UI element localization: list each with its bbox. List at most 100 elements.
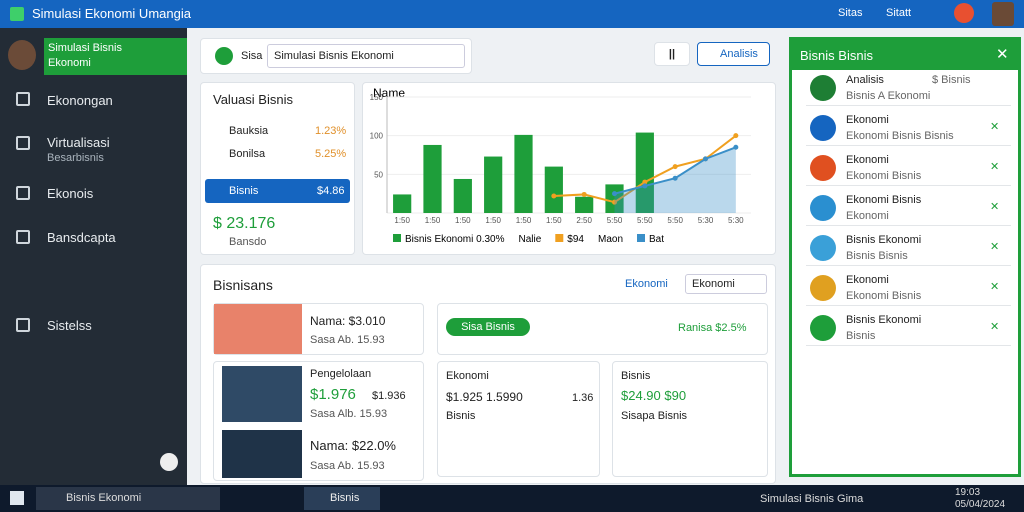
- bar: [514, 134, 533, 213]
- legend-label: Nalie: [519, 234, 542, 245]
- task-app[interactable]: Bisnis: [304, 487, 380, 510]
- bar: [484, 156, 503, 213]
- x-tick-label: 5:50: [607, 216, 623, 225]
- status-pill[interactable]: Sisa Bisnis: [446, 318, 530, 336]
- panel-item[interactable]: Ekonomi Ekonomi Bisnis ✕: [806, 270, 1011, 306]
- nav-item[interactable]: Ekonois: [47, 186, 94, 201]
- card-title: Bisnisans: [213, 277, 273, 293]
- item-icon: [810, 195, 836, 221]
- bar: [453, 178, 472, 213]
- panel-item[interactable]: Analisis Bisnis A Ekonomi $ Bisnis: [806, 70, 1011, 106]
- header-link[interactable]: Sitatt: [886, 7, 912, 19]
- dismiss[interactable]: ✕: [990, 121, 1000, 133]
- item-text: Ekonomi Bisnis: [846, 194, 922, 206]
- item-icon: [810, 75, 836, 101]
- nav-item[interactable]: Ekonongan: [47, 93, 113, 108]
- point: [733, 144, 739, 150]
- label: Simulasi Bisnis: [48, 42, 122, 54]
- pause-button[interactable]: ||: [654, 42, 690, 66]
- product-sub: Sasa Alb. 15.93: [310, 408, 388, 420]
- dismiss[interactable]: ✕: [990, 281, 1000, 293]
- item-icon: [810, 315, 836, 341]
- point: [551, 193, 557, 199]
- legend-swatch: [637, 234, 645, 242]
- row-value: 1.23%: [315, 125, 347, 137]
- metric-card: Bisnis $24.90 $90 Sisapa Bisnis: [612, 361, 768, 477]
- header-link[interactable]: Sitas: [838, 7, 863, 19]
- dismiss[interactable]: ✕: [990, 321, 1000, 333]
- metric-side: 1.36: [572, 392, 594, 404]
- filter-link[interactable]: Ekonomi: [625, 278, 668, 290]
- item-icon: [810, 275, 836, 301]
- nav-item[interactable]: Bansdcapta: [47, 230, 116, 245]
- product-image: [214, 304, 302, 354]
- x-tick-label: 1:50: [485, 216, 501, 225]
- analyze-button[interactable]: Analisis: [697, 42, 770, 66]
- summary-card: Sisa Bisnis Ranisa $2.5%: [437, 303, 768, 355]
- status-text: Simulasi Bisnis Gima: [760, 493, 864, 505]
- product-image: [222, 366, 302, 422]
- dismiss[interactable]: ✕: [990, 201, 1000, 213]
- row-value: 5.25%: [315, 148, 347, 160]
- taskbar: Bisnis Ekonomi Bisnis Simulasi Bisnis Gi…: [0, 485, 1024, 512]
- x-tick-label: 1:50: [546, 216, 562, 225]
- active-item[interactable]: Simulasi Bisnis Ekonomi: [44, 38, 187, 75]
- dropdown[interactable]: Ekonomi: [685, 274, 767, 294]
- dismiss[interactable]: ✕: [990, 161, 1000, 173]
- dismiss[interactable]: ✕: [990, 241, 1000, 253]
- product-card[interactable]: Nama: $3.010 Sasa Ab. 15.93: [213, 303, 424, 355]
- clock: 19:03: [955, 487, 981, 498]
- panel-header: [792, 40, 1018, 70]
- x-tick-label: 5:50: [637, 216, 653, 225]
- card-title: Valuasi Bisnis: [213, 92, 293, 107]
- metric-title: Bisnis: [621, 370, 651, 382]
- product-card[interactable]: Pengelolaan $1.976 $1.936 Sasa Alb. 15.9…: [213, 361, 424, 481]
- metric-value: $24.90 $90: [621, 388, 687, 403]
- item-text: Ekonomi: [846, 274, 889, 286]
- product-name: Nama: $22.0%: [310, 438, 396, 453]
- panel-item[interactable]: Ekonomi Ekonomi Bisnis Bisnis ✕: [806, 110, 1011, 146]
- close-button[interactable]: ✕: [996, 46, 1009, 63]
- item-icon: [810, 235, 836, 261]
- panel-item[interactable]: Bisnis Ekonomi Bisnis Bisnis ✕: [806, 230, 1011, 266]
- point: [612, 191, 617, 197]
- legend-label: Maon: [598, 234, 623, 245]
- point: [672, 164, 678, 170]
- product-price: $1.936: [372, 390, 406, 402]
- row-label: Bonilsa: [229, 148, 266, 160]
- avatar[interactable]: [992, 2, 1014, 26]
- legend-swatch: [555, 234, 564, 242]
- row-label: Bauksia: [229, 125, 269, 137]
- x-tick-label: 2:50: [576, 216, 592, 225]
- panel-item[interactable]: Ekonomi Bisnis Ekonomi ✕: [806, 190, 1011, 226]
- item-text: Ekonomi: [846, 114, 889, 126]
- selected-row[interactable]: Bisnis $4.86: [205, 179, 350, 203]
- date: 05/04/2024: [955, 499, 1006, 510]
- product-price: $1.976: [310, 386, 356, 403]
- app-title: Simulasi Ekonomi Umangia: [32, 6, 191, 21]
- bar: [423, 144, 442, 213]
- nav-item[interactable]: Virtualisasi: [47, 135, 110, 150]
- avatar[interactable]: [954, 3, 974, 23]
- nav-item[interactable]: Sistelss: [47, 318, 92, 333]
- metric-sub: Sisapa Bisnis: [621, 410, 688, 422]
- row-label: Bisnis: [229, 185, 259, 197]
- product-image: [222, 430, 302, 478]
- panel-item[interactable]: Bisnis Ekonomi Bisnis ✕: [806, 310, 1011, 346]
- search-box[interactable]: Simulasi Bisnis Ekonomi: [267, 44, 465, 68]
- start-button[interactable]: [10, 491, 24, 505]
- metric-value: $1.925 1.5990: [446, 390, 523, 404]
- search-bar[interactable]: Bisnis Ekonomi: [36, 487, 220, 510]
- bar: [635, 132, 654, 213]
- item-text: Analisis: [846, 74, 884, 86]
- y-tick-label: 100: [370, 132, 384, 141]
- panel-item[interactable]: Ekonomi Ekonomi Bisnis ✕: [806, 150, 1011, 186]
- business-card: Bisnisans Ekonomi Ekonomi Nama: $3.010 S…: [200, 264, 776, 484]
- metric-title: Ekonomi: [446, 370, 489, 382]
- help-button[interactable]: [160, 453, 178, 471]
- panel-title: Bisnis Bisnis: [800, 48, 873, 63]
- legend-label: Bisnis Ekonomi 0.30%: [405, 234, 505, 245]
- product-name: Pengelolaan: [310, 368, 372, 380]
- item-text: Bisnis Bisnis: [846, 250, 908, 262]
